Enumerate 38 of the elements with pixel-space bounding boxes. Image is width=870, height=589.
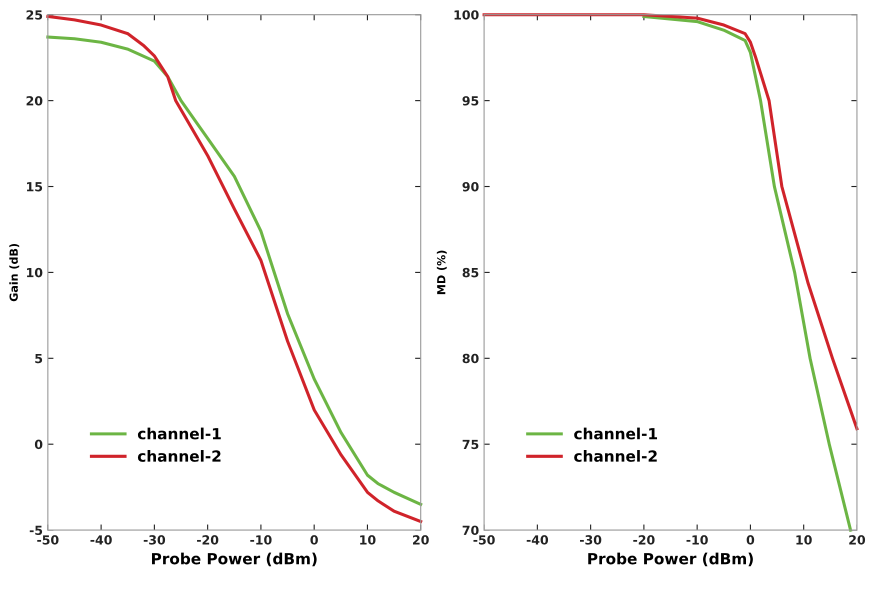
- x-tick-label: -30: [580, 535, 602, 545]
- x-tick-label: -20: [197, 535, 218, 545]
- legend-label: channel-2: [138, 450, 220, 462]
- x-tick-label: 10: [360, 535, 376, 545]
- legend-label: channel-1: [138, 428, 221, 440]
- y-tick-label: 5: [35, 354, 42, 364]
- x-tick-label: -10: [686, 535, 708, 545]
- legend-label: channel-2: [574, 450, 657, 462]
- x-tick-label: 0: [746, 535, 754, 545]
- y-tick-label: 0: [34, 440, 42, 450]
- x-tick-label: 0: [310, 535, 318, 545]
- y-tick-label: 25: [26, 10, 42, 20]
- y-axis-title: Gain (dB): [9, 244, 20, 302]
- y-tick-label: 95: [462, 96, 478, 106]
- y-tick-label: 10: [27, 268, 42, 278]
- y-tick-label: 15: [27, 182, 42, 192]
- x-tick-label: -40: [526, 535, 548, 545]
- x-tick-label: -10: [250, 535, 272, 545]
- y-tick-label: 75: [462, 440, 478, 450]
- x-tick-label: 10: [796, 535, 812, 545]
- x-tick-label: -20: [633, 535, 655, 545]
- y-tick-label: 70: [462, 526, 479, 536]
- x-tick-label: -50: [37, 535, 59, 545]
- x-tick-label: -30: [144, 535, 166, 545]
- x-tick-label: 20: [849, 535, 866, 545]
- y-tick-label: 80: [462, 354, 479, 364]
- y-axis-title: MD (%): [436, 250, 447, 294]
- x-tick-label: 20: [413, 535, 429, 545]
- x-axis-title: Probe Power (dBm): [152, 552, 317, 566]
- x-tick-label: -40: [90, 535, 112, 545]
- y-tick-label: 85: [462, 268, 478, 278]
- y-tick-label: 100: [454, 10, 479, 20]
- y-tick-label: 20: [26, 96, 42, 106]
- y-tick-label: -5: [30, 526, 42, 536]
- legend-label: channel-1: [574, 428, 658, 440]
- x-axis-title: Probe Power (dBm): [588, 552, 753, 566]
- x-tick-label: -50: [473, 535, 495, 545]
- y-tick-label: 90: [462, 182, 479, 192]
